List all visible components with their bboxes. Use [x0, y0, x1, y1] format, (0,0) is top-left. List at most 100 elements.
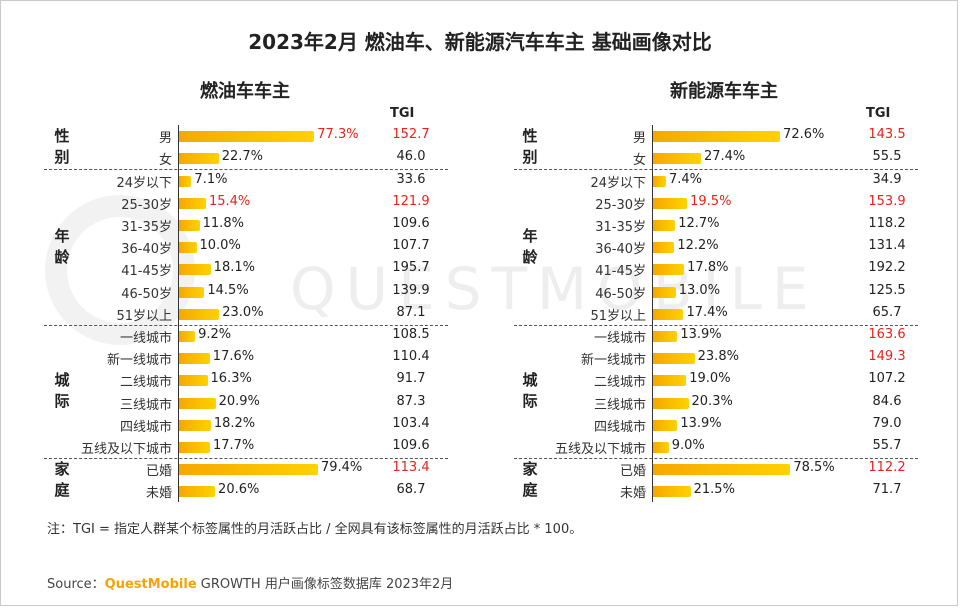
tgi-value: 152.7 [392, 127, 430, 143]
category-axis [178, 125, 179, 503]
category-label: 三线城市 [593, 397, 646, 413]
tgi-value: 125.5 [868, 282, 906, 298]
tgi-value: 79.0 [872, 415, 902, 431]
category-label: 24岁以下 [590, 175, 646, 191]
value-label: 16.3% [210, 371, 252, 387]
tgi-value: 163.6 [868, 326, 906, 342]
tgi-value: 34.9 [872, 171, 902, 187]
value-label: 12.7% [678, 215, 720, 231]
tgi-header: TGI [390, 106, 415, 121]
group-label: 性别 [522, 127, 538, 167]
tgi-value: 107.2 [868, 371, 906, 387]
value-label: 13.9% [680, 326, 722, 342]
category-label: 36-40岁 [121, 242, 172, 258]
value-label: 22.7% [221, 149, 264, 165]
category-label: 新一线城市 [580, 353, 646, 369]
category-label: 25-30岁 [595, 197, 646, 213]
bar [653, 131, 781, 143]
bar [179, 219, 200, 231]
value-label: 79.4% [320, 460, 363, 476]
group-label: 家庭 [54, 460, 70, 500]
category-label: 31-35岁 [121, 219, 172, 235]
bar [653, 197, 688, 209]
category-label: 四线城市 [593, 419, 646, 435]
value-label: 20.9% [218, 393, 260, 409]
group-separator [514, 169, 918, 171]
bar [179, 486, 216, 498]
chart-title: 2023年2月 燃油车、新能源汽车车主 基础画像对比 [248, 30, 712, 54]
value-label: 7.1% [194, 171, 228, 187]
value-label: 18.1% [213, 260, 255, 276]
bar [653, 219, 676, 231]
category-label: 46-50岁 [595, 286, 646, 302]
tgi-value: 87.3 [396, 393, 426, 409]
group-label: 年龄 [522, 227, 538, 267]
group-label: 城际 [522, 371, 538, 411]
value-label: 9.2% [198, 326, 232, 342]
bar [179, 397, 216, 409]
value-label: 23.0% [222, 304, 264, 320]
category-label: 男 [632, 131, 646, 147]
value-label: 17.6% [212, 349, 255, 365]
bar [179, 308, 220, 320]
group-separator [514, 324, 918, 326]
tgi-value: 107.7 [392, 238, 430, 254]
category-label: 未婚 [145, 486, 172, 502]
value-label: 14.5% [207, 282, 249, 298]
bar [179, 330, 196, 342]
value-label: 19.5% [690, 193, 732, 209]
bar [653, 464, 791, 476]
source-brand: QuestMobile [104, 577, 197, 592]
bar [179, 131, 315, 143]
value-label: 17.4% [686, 304, 728, 320]
category-label: 31-35岁 [595, 219, 646, 235]
tgi-value: 143.5 [868, 127, 906, 143]
bar [653, 308, 684, 320]
tgi-value: 91.7 [396, 371, 426, 387]
value-label: 13.0% [678, 282, 721, 298]
bar [653, 441, 669, 453]
tgi-value: 46.0 [396, 149, 426, 165]
bar [179, 375, 208, 387]
footnote: 注：TGI = 指定人群某个标签属性的月活跃占比 / 全网具有该标签属性的月活跃… [47, 522, 583, 537]
bar [653, 264, 685, 276]
tgi-value: 118.2 [868, 215, 906, 231]
group-label: 城际 [54, 371, 70, 411]
category-label: 新一线城市 [106, 353, 172, 369]
value-label: 27.4% [703, 149, 746, 165]
watermark: QUESTMOBILE [290, 255, 819, 323]
value-label: 20.3% [691, 393, 733, 409]
category-label: 女 [632, 153, 646, 169]
tgi-value: 87.1 [396, 304, 426, 320]
tgi-value: 112.2 [868, 460, 906, 476]
value-label: 19.0% [689, 371, 731, 387]
value-label: 13.9% [680, 415, 722, 431]
bar [179, 286, 205, 298]
bar [653, 375, 687, 387]
category-label: 25-30岁 [121, 197, 172, 213]
tgi-value: 110.4 [392, 349, 430, 365]
category-label: 36-40岁 [595, 242, 646, 258]
group-separator [44, 169, 448, 171]
tgi-value: 121.9 [392, 193, 430, 209]
category-label: 五线及以下城市 [554, 441, 646, 457]
tgi-value: 103.4 [392, 415, 430, 431]
group-label: 家庭 [522, 460, 538, 500]
bar [653, 242, 675, 254]
bar [653, 175, 666, 187]
bar [179, 153, 219, 165]
bar [179, 242, 197, 254]
tgi-value: 109.6 [392, 437, 430, 453]
tgi-value: 108.5 [392, 326, 430, 342]
value-label: 10.0% [199, 238, 241, 254]
category-label: 51岁以上 [116, 308, 172, 324]
bar [179, 464, 318, 476]
panel-title: 燃油车车主 [200, 81, 290, 102]
group-label: 性别 [54, 127, 70, 167]
category-label: 24岁以下 [116, 175, 172, 191]
category-axis [652, 125, 653, 503]
tgi-value: 55.5 [872, 149, 902, 165]
bar [179, 175, 192, 187]
category-label: 41-45岁 [121, 264, 172, 280]
